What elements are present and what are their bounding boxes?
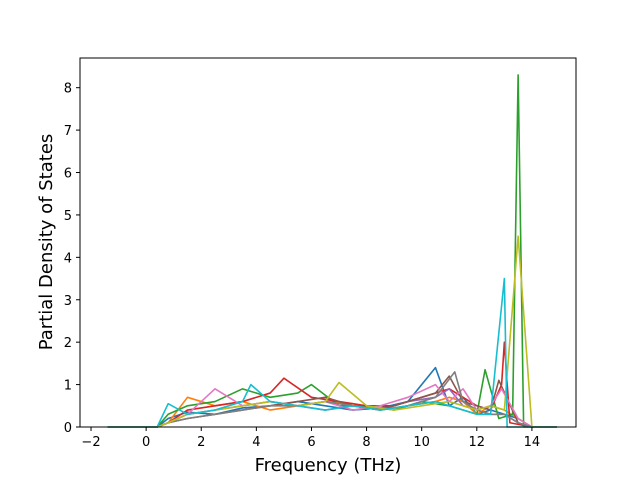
y-tick-label: 3 <box>64 294 72 309</box>
plot-frame <box>79 57 577 428</box>
x-tick-label: 2 <box>197 435 205 450</box>
y-axis-label: Partial Density of States <box>36 134 57 351</box>
x-tick-label: 6 <box>307 435 315 450</box>
series-line-10 <box>107 277 557 428</box>
x-tick-label: 14 <box>524 435 541 450</box>
x-tick-label: −2 <box>81 435 100 450</box>
series-line-7 <box>107 383 557 428</box>
x-axis-ticks: −2 0 2 4 6 8 10 12 14 <box>81 427 540 450</box>
y-tick-label: 2 <box>64 336 72 351</box>
y-tick-label: 5 <box>64 209 72 224</box>
x-tick-label: 4 <box>252 435 260 450</box>
y-tick-label: 7 <box>64 124 72 139</box>
series-line-3 <box>107 74 557 428</box>
x-tick-label: 12 <box>469 435 486 450</box>
x-tick-label: 0 <box>142 435 150 450</box>
y-tick-label: 8 <box>64 82 72 97</box>
y-tick-label: 0 <box>64 421 72 436</box>
x-axis-label: Frequency (THz) <box>255 455 402 476</box>
y-tick-label: 6 <box>64 167 72 182</box>
series-line-9 <box>107 235 557 428</box>
x-tick-label: 10 <box>413 435 430 450</box>
series-layer <box>107 74 557 428</box>
y-tick-label: 1 <box>64 379 72 394</box>
x-tick-label: 8 <box>362 435 370 450</box>
y-axis-ticks: 0 1 2 3 4 5 6 7 8 <box>64 82 80 436</box>
y-tick-label: 4 <box>64 251 72 266</box>
